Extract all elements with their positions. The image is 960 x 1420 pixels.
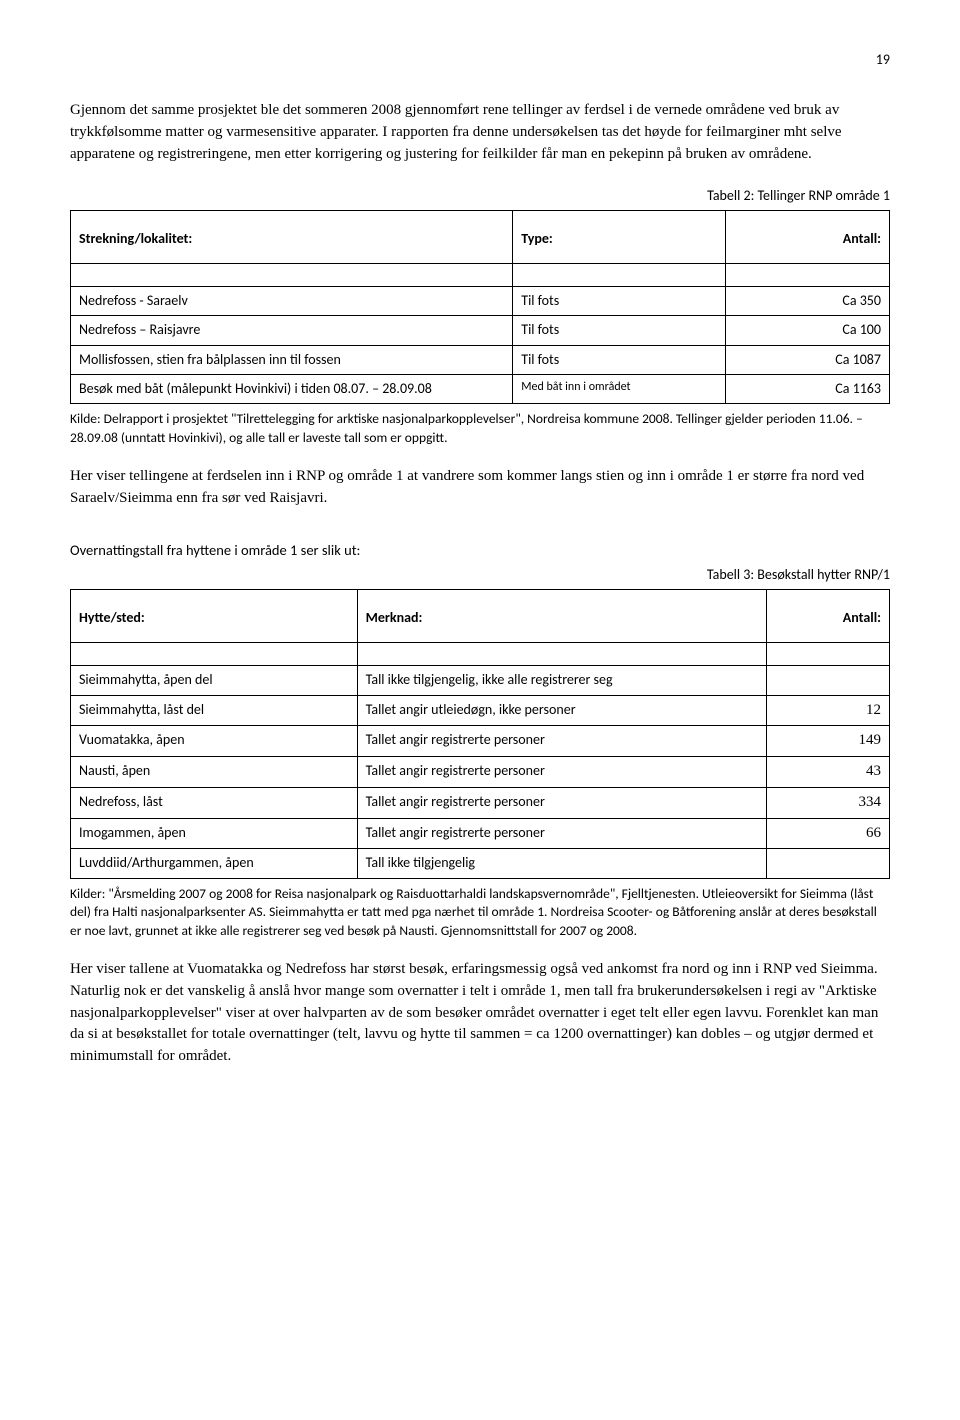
cell-merknad: Tallet angir registrerte personer xyxy=(357,726,767,757)
table-row: Nedrefoss - Saraelv Til fots Ca 350 xyxy=(71,287,890,316)
cell-hytte: Vuomatakka, åpen xyxy=(71,726,358,757)
cell-strekning: Nedrefoss – Raisjavre xyxy=(71,316,513,345)
cell-antall: 334 xyxy=(767,787,890,818)
cell-hytte: Sieimmahytta, låst del xyxy=(71,695,358,726)
cell-antall xyxy=(767,849,890,878)
table1-note: Kilde: Delrapport i prosjektet "Tilrette… xyxy=(70,410,890,448)
col-type: Type: xyxy=(513,210,726,263)
page-number: 19 xyxy=(70,50,890,70)
spacer-row xyxy=(71,643,890,666)
table-tellinger: Strekning/lokalitet: Type: Antall: Nedre… xyxy=(70,210,890,404)
cell-hytte: Imogammen, åpen xyxy=(71,818,358,849)
paragraph-overnat-intro: Overnattingstall fra hyttene i område 1 … xyxy=(70,540,890,561)
table2-label: Tabell 3: Besøkstall hytter RNP/1 xyxy=(70,565,890,585)
cell-hytte: Sieimmahytta, åpen del xyxy=(71,666,358,695)
table-row: Besøk med båt (målepunkt Hovinkivi) i ti… xyxy=(71,375,890,404)
col-antall: Antall: xyxy=(767,589,890,642)
table-besokstall: Hytte/sted: Merknad: Antall: Sieimmahytt… xyxy=(70,589,890,879)
paragraph-intro: Gjennom det samme prosjektet ble det som… xyxy=(70,100,890,165)
cell-merknad: Tallet angir utleiedøgn, ikke personer xyxy=(357,695,767,726)
cell-antall: 149 xyxy=(767,726,890,757)
col-strekning: Strekning/lokalitet: xyxy=(71,210,513,263)
cell-strekning: Mollisfossen, stien fra bålplassen inn t… xyxy=(71,345,513,374)
cell-hytte: Nausti, åpen xyxy=(71,757,358,788)
col-merknad: Merknad: xyxy=(357,589,767,642)
cell-type: Til fots xyxy=(513,345,726,374)
cell-antall: Ca 1087 xyxy=(726,345,890,374)
table2-note: Kilder: "Årsmelding 2007 og 2008 for Rei… xyxy=(70,885,890,942)
spacer-row xyxy=(71,264,890,287)
paragraph-ferdsel: Her viser tellingene at ferdselen inn i … xyxy=(70,466,890,510)
cell-merknad: Tallet angir registrerte personer xyxy=(357,757,767,788)
cell-hytte: Luvddiid/Arthurgammen, åpen xyxy=(71,849,358,878)
table-header-row: Strekning/lokalitet: Type: Antall: xyxy=(71,210,890,263)
table-row: Nausti, åpen Tallet angir registrerte pe… xyxy=(71,757,890,788)
paragraph-conclusion: Her viser tallene at Vuomatakka og Nedre… xyxy=(70,959,890,1068)
table-row: Mollisfossen, stien fra bålplassen inn t… xyxy=(71,345,890,374)
cell-merknad: Tall ikke tilgjengelig xyxy=(357,849,767,878)
cell-strekning: Nedrefoss - Saraelv xyxy=(71,287,513,316)
cell-hytte: Nedrefoss, låst xyxy=(71,787,358,818)
cell-strekning: Besøk med båt (målepunkt Hovinkivi) i ti… xyxy=(71,375,513,404)
cell-type: Til fots xyxy=(513,287,726,316)
col-hytte: Hytte/sted: xyxy=(71,589,358,642)
table-row: Imogammen, åpen Tallet angir registrerte… xyxy=(71,818,890,849)
cell-antall: Ca 350 xyxy=(726,287,890,316)
cell-antall: Ca 100 xyxy=(726,316,890,345)
table-row: Nedrefoss, låst Tallet angir registrerte… xyxy=(71,787,890,818)
table-row: Luvddiid/Arthurgammen, åpen Tall ikke ti… xyxy=(71,849,890,878)
cell-type: Med båt inn i området xyxy=(513,375,726,404)
cell-merknad: Tallet angir registrerte personer xyxy=(357,787,767,818)
col-antall: Antall: xyxy=(726,210,890,263)
cell-merknad: Tallet angir registrerte personer xyxy=(357,818,767,849)
cell-type: Til fots xyxy=(513,316,726,345)
table-row: Nedrefoss – Raisjavre Til fots Ca 100 xyxy=(71,316,890,345)
table-row: Sieimmahytta, låst del Tallet angir utle… xyxy=(71,695,890,726)
table-row: Vuomatakka, åpen Tallet angir registrert… xyxy=(71,726,890,757)
table1-label: Tabell 2: Tellinger RNP område 1 xyxy=(70,186,890,206)
table-row: Sieimmahytta, åpen del Tall ikke tilgjen… xyxy=(71,666,890,695)
cell-antall: Ca 1163 xyxy=(726,375,890,404)
table-header-row: Hytte/sted: Merknad: Antall: xyxy=(71,589,890,642)
cell-merknad: Tall ikke tilgjengelig, ikke alle regist… xyxy=(357,666,767,695)
cell-antall: 12 xyxy=(767,695,890,726)
cell-antall: 66 xyxy=(767,818,890,849)
cell-antall xyxy=(767,666,890,695)
cell-antall: 43 xyxy=(767,757,890,788)
